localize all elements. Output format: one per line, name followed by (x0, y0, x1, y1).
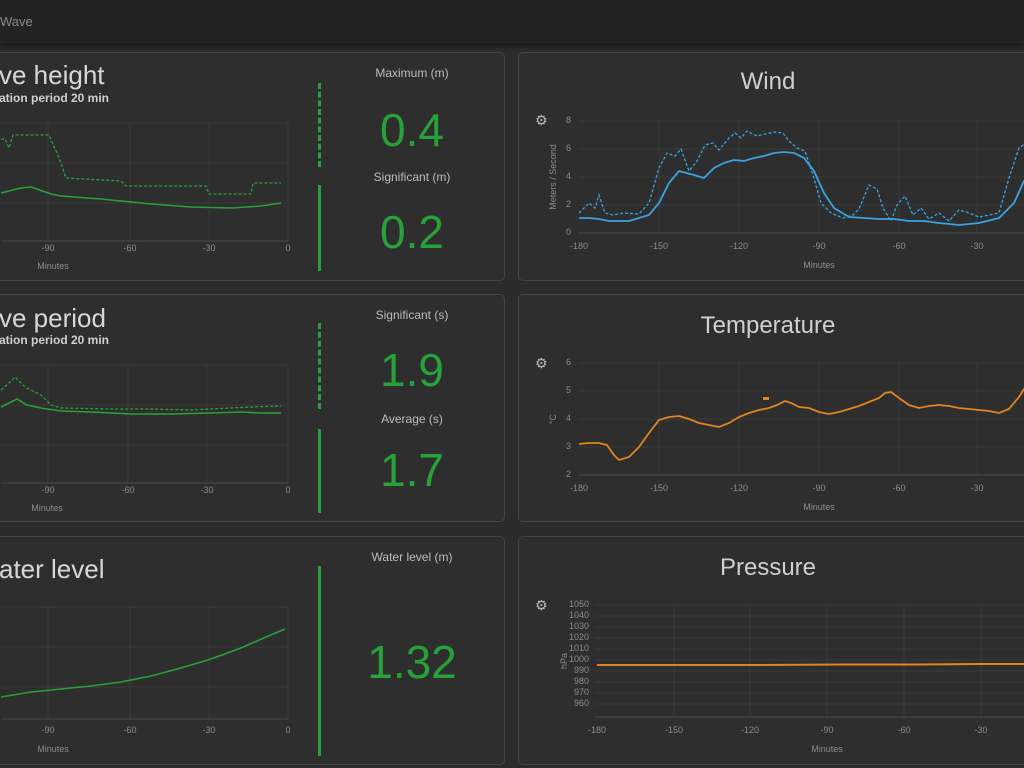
wave-height-chart: -90 -60 -30 0 Minutes (0, 122, 291, 271)
x-tick: -150 (650, 483, 668, 493)
x-tick: -30 (202, 725, 215, 735)
metric-value: 1.9 (380, 344, 444, 396)
x-tick: 0 (285, 485, 290, 495)
y-tick: 6 (566, 357, 571, 367)
wave-period-chart: -90 -60 -30 0 Minutes (0, 364, 291, 513)
panel-title: Wind (740, 68, 796, 95)
wind-chart: 8 6 4 2 0 -180 -150 -120 -90 -60 -30 Min… (548, 115, 1024, 270)
x-tick: -180 (588, 725, 606, 735)
y-tick: 5 (566, 385, 571, 395)
top-bar: Wave (0, 0, 1024, 44)
x-axis-label: Minutes (37, 261, 69, 271)
metric-label: Significant (m) (373, 170, 451, 184)
average-indicator-bar (318, 429, 321, 513)
x-axis-label: Minutes (31, 503, 63, 513)
x-tick: -90 (41, 485, 54, 495)
x-tick: -30 (970, 483, 983, 493)
y-tick: 1030 (569, 621, 589, 631)
y-tick: 2 (566, 469, 571, 479)
x-tick: -90 (812, 483, 825, 493)
water-level-indicator-bar (318, 566, 321, 756)
metric-label: Significant (s) (375, 308, 449, 322)
x-tick: 0 (285, 243, 290, 253)
x-tick: -90 (820, 725, 833, 735)
x-tick: -60 (892, 241, 905, 251)
x-tick: 0 (285, 725, 290, 735)
x-tick: -90 (41, 243, 54, 253)
panel-subtitle: ation period 20 min (0, 91, 110, 105)
y-tick: 6 (566, 143, 571, 153)
x-tick: -60 (892, 483, 905, 493)
pressure-chart: 1050 1040 1030 1020 1010 1000 990 980 97… (559, 599, 1024, 754)
gear-icon[interactable]: ⚙ (535, 355, 548, 371)
y-tick: 8 (566, 115, 571, 125)
y-tick: 4 (566, 413, 571, 423)
gear-icon[interactable]: ⚙ (535, 597, 548, 613)
y-axis-label: °C (548, 413, 558, 424)
x-tick: -60 (123, 725, 136, 735)
wind-panel: Wind ⚙ 8 6 4 2 0 -180 -150 -120 -90 -60 … (518, 52, 1024, 281)
y-tick: 1000 (569, 654, 589, 664)
pressure-panel: Pressure ⚙ 1050 1040 1030 1020 1010 1000… (518, 536, 1024, 765)
x-tick: -180 (570, 483, 588, 493)
y-tick: 970 (574, 687, 589, 697)
significant-indicator-bar (318, 185, 321, 271)
water-level-panel: ater level -90 -60 -30 0 Minutes Water l… (0, 536, 505, 765)
x-tick: -90 (41, 725, 54, 735)
y-axis-label: hPa (559, 653, 569, 669)
panel-title: Pressure (719, 554, 817, 581)
significant-indicator-bar (318, 323, 321, 409)
y-tick: 990 (574, 665, 589, 675)
y-tick: 2 (566, 199, 571, 209)
x-tick: -30 (970, 241, 983, 251)
x-tick: -180 (570, 241, 588, 251)
maximum-indicator-bar (318, 83, 321, 167)
x-tick: -60 (123, 243, 136, 253)
panel-title: ve height (0, 60, 105, 90)
y-tick: 4 (566, 171, 571, 181)
x-axis-label: Minutes (803, 260, 835, 270)
temperature-chart: 6 5 4 3 2 -180 -150 -120 -90 -60 -30 Min… (548, 357, 1024, 512)
x-tick: -120 (730, 241, 748, 251)
metric-value: 1.7 (380, 444, 444, 496)
metric-value: 0.2 (380, 206, 444, 258)
x-tick: -120 (741, 725, 759, 735)
panel-title: Temperature (700, 312, 836, 339)
metric-label: Maximum (m) (375, 66, 449, 80)
wave-period-panel: ve period ation period 20 min -90 -60 -3… (0, 294, 505, 522)
panel-title: ater level (0, 554, 105, 584)
temperature-panel: Temperature ⚙ 6 5 4 3 2 -180 -150 -120 -… (518, 294, 1024, 522)
metric-value: 0.4 (380, 104, 444, 156)
y-axis-label: Meters / Second (548, 144, 558, 210)
metric-label: Average (s) (381, 412, 443, 426)
y-tick: 960 (574, 698, 589, 708)
y-tick: 1010 (569, 643, 589, 653)
x-tick: -120 (730, 483, 748, 493)
panel-subtitle: ation period 20 min (0, 333, 110, 347)
y-tick: 1020 (569, 632, 589, 642)
y-tick: 3 (566, 441, 571, 451)
x-tick: -150 (665, 725, 683, 735)
x-tick: -30 (202, 243, 215, 253)
water-level-chart: -90 -60 -30 0 Minutes (0, 606, 291, 754)
x-tick: -30 (200, 485, 213, 495)
app-title: Wave (0, 14, 33, 29)
x-tick: -90 (812, 241, 825, 251)
x-tick: -60 (897, 725, 910, 735)
metric-label: Water level (m) (371, 550, 453, 564)
gear-icon[interactable]: ⚙ (535, 112, 548, 128)
y-tick: 1040 (569, 610, 589, 620)
x-tick: -60 (121, 485, 134, 495)
metric-value: 1.32 (367, 636, 457, 688)
x-axis-label: Minutes (803, 502, 835, 512)
x-axis-label: Minutes (37, 744, 69, 754)
wave-height-panel: ve height ation period 20 min -90 -60 -3… (0, 52, 505, 281)
y-tick: 980 (574, 676, 589, 686)
panel-title: ve period (0, 303, 106, 333)
x-tick: -30 (974, 725, 987, 735)
y-tick: 0 (566, 227, 571, 237)
x-axis-label: Minutes (811, 744, 843, 754)
x-tick: -150 (650, 241, 668, 251)
y-tick: 1050 (569, 599, 589, 609)
